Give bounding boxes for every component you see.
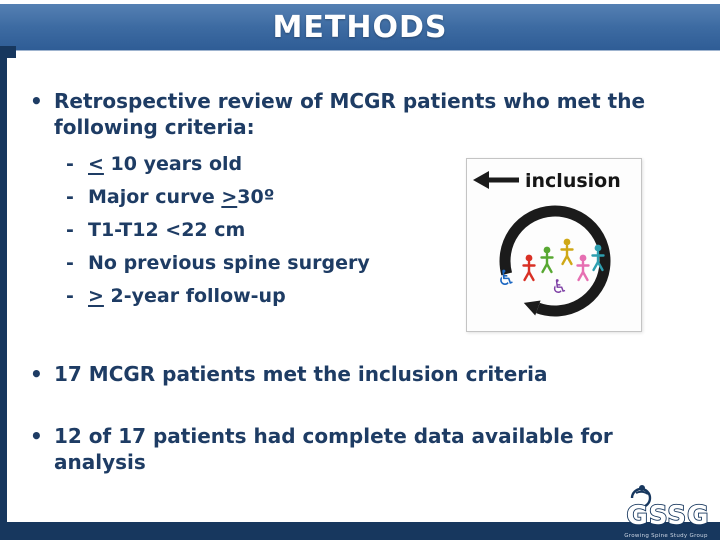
bullet-glyph: • bbox=[30, 362, 43, 387]
left-arrow-icon bbox=[473, 171, 519, 189]
bullet-glyph: • bbox=[30, 89, 43, 113]
person-icon bbox=[522, 254, 536, 282]
criterion-followup: - > 2-year follow-up bbox=[66, 284, 668, 309]
gssg-logo: GSSG Growing Spine Study Group bbox=[616, 482, 716, 540]
person-icon bbox=[591, 244, 605, 272]
wheelchair-icon: ♿ bbox=[551, 276, 568, 298]
criterion-curve: - Major curve >30º bbox=[66, 185, 668, 210]
left-edge-stripe bbox=[0, 58, 7, 540]
bullet-result-2: • 12 of 17 patients had complete data av… bbox=[28, 423, 620, 475]
slide-header-band: METHODS bbox=[0, 4, 720, 51]
dash-glyph: - bbox=[66, 219, 74, 242]
bullet-intro-text: Retrospective review of MCGR patients wh… bbox=[54, 89, 646, 139]
bullet-glyph: • bbox=[30, 424, 43, 449]
inclusion-illustration: inclusion ♿ ♿ bbox=[473, 170, 621, 317]
bullet-intro: • Retrospective review of MCGR patients … bbox=[28, 88, 654, 140]
gssg-logo-tagline: Growing Spine Study Group bbox=[624, 533, 708, 539]
gssg-logo-mark: GSSG bbox=[626, 485, 710, 532]
dash-glyph: - bbox=[66, 186, 74, 209]
circular-arrow-icon bbox=[499, 205, 611, 317]
person-icon bbox=[560, 238, 574, 266]
criteria-list: - < 10 years old - Major curve >30º - T1-T1… bbox=[66, 152, 668, 309]
corner-accent bbox=[0, 46, 16, 58]
person-icon bbox=[576, 254, 590, 282]
dash-glyph: - bbox=[66, 285, 74, 308]
dash-glyph: - bbox=[66, 252, 74, 275]
swirl-person-icon bbox=[630, 485, 652, 509]
bullet-result-2-text: 12 of 17 patients had complete data avai… bbox=[54, 424, 613, 475]
gssg-logo-text: GSSG bbox=[627, 501, 710, 528]
bottom-accent-band bbox=[0, 522, 720, 540]
criterion-age: - < 10 years old bbox=[66, 152, 668, 177]
wheelchair-icon: ♿ bbox=[497, 266, 516, 290]
slide-body: • Retrospective review of MCGR patients … bbox=[28, 88, 668, 475]
dash-glyph: - bbox=[66, 153, 74, 175]
criterion-no-surgery: - No previous spine surgery bbox=[66, 251, 668, 276]
criterion-t1-t12: - T1-T12 <22 cm bbox=[66, 218, 668, 243]
page-title: METHODS bbox=[272, 9, 448, 45]
inclusion-label: inclusion bbox=[525, 170, 621, 192]
person-icon bbox=[540, 246, 554, 274]
bullet-result-1: • 17 MCGR patients met the inclusion cri… bbox=[28, 361, 668, 387]
inclusion-figure: inclusion ♿ ♿ bbox=[466, 158, 642, 332]
bullet-result-1-text: 17 MCGR patients met the inclusion crite… bbox=[54, 362, 548, 387]
